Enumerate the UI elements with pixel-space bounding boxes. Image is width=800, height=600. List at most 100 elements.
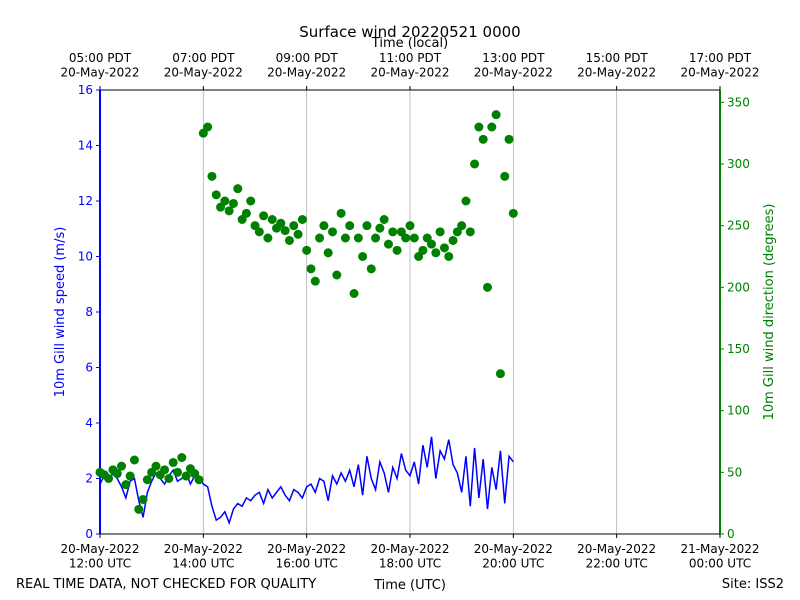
wind-direction-point — [439, 243, 449, 253]
wind-direction-point — [427, 239, 437, 249]
wind-direction-point — [405, 221, 415, 231]
y2-tick-label: 350 — [727, 95, 750, 109]
wind-direction-point — [353, 233, 363, 243]
wind-direction-point — [284, 235, 294, 245]
wind-direction-point — [336, 208, 346, 218]
top-tick-label: 05:00 PDT 20-May-2022 — [60, 51, 139, 79]
wind-direction-point — [224, 206, 234, 216]
x-tick-label: 20-May-2022 12:00 UTC — [60, 542, 139, 570]
wind-direction-point — [383, 239, 393, 249]
wind-direction-point — [388, 227, 398, 237]
wind-direction-point — [280, 226, 290, 236]
wind-direction-point — [457, 221, 467, 231]
wind-direction-point — [173, 467, 182, 477]
wind-direction-point — [138, 494, 148, 504]
wind-direction-point — [306, 264, 316, 274]
wind-direction-point — [181, 471, 191, 481]
x-tick-label: 20-May-2022 20:00 UTC — [474, 542, 553, 570]
wind-direction-point — [233, 184, 243, 194]
wind-direction-point — [263, 233, 273, 243]
wind-direction-point — [491, 110, 501, 120]
wind-direction-point — [134, 504, 144, 514]
wind-direction-point — [207, 171, 217, 181]
wind-direction-point — [310, 276, 320, 286]
x-tick-label: 20-May-2022 16:00 UTC — [267, 542, 346, 570]
wind-direction-point — [435, 227, 445, 237]
wind-direction-point — [349, 289, 359, 298]
footer-note: REAL TIME DATA, NOT CHECKED FOR QUALITY — [16, 577, 316, 592]
x-tick-label: 20-May-2022 14:00 UTC — [164, 542, 243, 570]
top-tick-label: 15:00 PDT 20-May-2022 — [577, 51, 656, 79]
wind-direction-point — [203, 122, 213, 132]
y2-tick-label: 50 — [727, 465, 742, 479]
wind-direction-point — [297, 215, 307, 224]
wind-direction-point — [259, 211, 269, 221]
wind-direction-point — [241, 208, 251, 218]
wind-direction-point — [465, 227, 475, 237]
wind-direction-point — [345, 221, 355, 231]
wind-direction-point — [379, 215, 389, 224]
y-tick-label: 12 — [78, 194, 93, 208]
wind-direction-point — [401, 233, 411, 243]
wind-direction-point — [319, 221, 329, 231]
wind-direction-point — [302, 245, 312, 255]
chart-title: Surface wind 20220521 0000 — [299, 23, 520, 41]
wind-direction-point — [474, 122, 484, 132]
wind-direction-point — [483, 282, 492, 292]
wind-direction-point — [211, 190, 221, 200]
wind-direction-point — [508, 208, 518, 218]
top-tick-label: 17:00 PDT 20-May-2022 — [680, 51, 759, 79]
wind-direction-point — [160, 465, 170, 475]
wind-direction-point — [366, 264, 376, 274]
wind-direction-point — [332, 270, 342, 280]
wind-direction-point — [168, 457, 178, 467]
wind-direction-point — [142, 475, 152, 485]
wind-direction-point — [470, 159, 480, 169]
y2-axis-title: 10m Gill wind direction (degrees) — [762, 204, 777, 421]
top-tick-label: 09:00 PDT 20-May-2022 — [267, 51, 346, 79]
wind-direction-point — [246, 196, 256, 206]
wind-direction-point — [323, 248, 333, 258]
wind-direction-point — [392, 245, 402, 255]
site-label: Site: ISS2 — [722, 577, 784, 592]
wind-direction-point — [461, 196, 471, 206]
wind-direction-point — [125, 471, 135, 481]
wind-direction-point — [293, 229, 303, 239]
wind-direction-point — [340, 233, 350, 243]
y-axis-title: 10m Gill wind speed (m/s) — [53, 227, 68, 398]
wind-direction-point — [358, 252, 368, 261]
y-tick-label: 16 — [78, 83, 93, 97]
wind-direction-point — [409, 233, 419, 243]
wind-direction-point — [220, 196, 230, 206]
wind-direction-point — [375, 223, 385, 233]
wind-direction-point — [194, 475, 204, 485]
wind-direction-point — [112, 469, 122, 479]
y-tick-label: 4 — [85, 416, 93, 430]
y-tick-label: 6 — [85, 361, 93, 375]
wind-direction-point — [129, 455, 139, 465]
wind-direction-point — [418, 245, 428, 255]
y-tick-label: 10 — [78, 250, 93, 264]
top-axis-title: Time (local) — [371, 36, 448, 51]
wind-direction-point — [504, 134, 514, 144]
y2-tick-label: 200 — [727, 280, 750, 294]
x-axis-title: Time (UTC) — [373, 578, 446, 593]
y-tick-label: 14 — [78, 139, 93, 153]
x-tick-label: 20-May-2022 22:00 UTC — [577, 542, 656, 570]
wind-direction-point — [164, 474, 174, 483]
wind-direction-point — [315, 233, 325, 243]
wind-direction-point — [104, 474, 114, 483]
wind-direction-point — [362, 221, 372, 231]
wind-direction-point — [151, 461, 161, 471]
wind-direction-point — [121, 480, 131, 490]
y2-tick-label: 150 — [727, 342, 750, 356]
top-tick-label: 07:00 PDT 20-May-2022 — [164, 51, 243, 79]
wind-direction-point — [495, 369, 505, 379]
wind-direction-point — [254, 227, 264, 237]
wind-direction-point — [444, 252, 454, 261]
top-tick-label: 11:00 PDT 20-May-2022 — [370, 51, 449, 79]
wind-direction-point — [267, 215, 277, 224]
wind-direction-point — [228, 198, 238, 208]
wind-direction-point — [371, 233, 381, 243]
y2-tick-label: 300 — [727, 157, 750, 171]
